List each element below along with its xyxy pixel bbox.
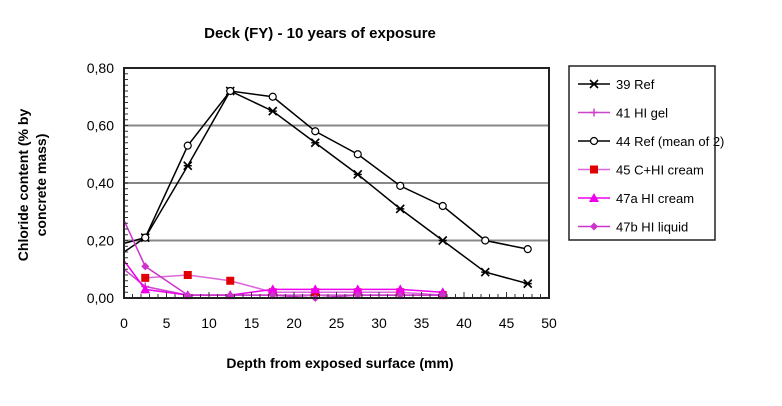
series-39-ref [123,86,533,289]
data-point [310,284,321,294]
legend-marker [590,222,598,231]
x-tick-label: 10 [201,315,217,331]
y-tick-label: 0,60 [87,118,114,134]
x-tick-label: 15 [244,315,260,331]
y-axis-label-line2: concrete mass) [33,134,49,237]
data-point [523,245,532,254]
data-point [310,138,320,148]
legend-box [568,65,716,241]
y-tick-label: 0,40 [87,175,114,191]
series-line [123,220,443,299]
data-point [141,273,150,282]
x-tick-label: 20 [286,315,302,331]
legend-label: 39 Ref [616,77,655,92]
x-tick-label: 30 [371,315,387,331]
data-point [481,236,490,245]
legend-marker [589,136,599,146]
data-point [140,284,151,294]
x-tick-label: 45 [499,315,515,331]
data-point [183,271,192,279]
chart-title: Deck (FY) - 10 years of exposure [204,25,436,42]
data-point [395,204,405,214]
data-point [353,150,362,159]
y-axis-label-line1: Chloride content (% by [15,109,31,262]
data-point [438,201,447,211]
legend-label: 45 C+HI cream [616,163,704,178]
legend-marker [589,79,599,89]
x-tick-label: 5 [163,315,171,331]
x-axis-label: Depth from exposed surface (mm) [226,355,453,371]
legend-label: 47b HI liquid [616,220,688,235]
legend-label: 44 Ref (mean of 2) [616,134,724,149]
legend-label: 41 HI gel [616,106,668,121]
x-tick-label: 0 [120,315,128,331]
data-point [268,106,278,116]
data-point [480,267,490,277]
data-point [183,161,193,171]
series-line [123,90,528,285]
data-point [226,86,235,96]
y-tick-label: 0,00 [87,290,114,306]
data-point [396,181,405,190]
legend-marker [589,193,599,202]
data-point [183,141,192,150]
data-point [353,169,363,179]
data-point [141,262,150,271]
y-tick-label: 0,20 [87,233,114,249]
series-line [123,260,443,296]
x-tick-label: 40 [456,315,472,331]
legend-marker [590,108,598,117]
data-point [226,276,235,285]
legend-marker [590,165,598,174]
y-tick-label: 0,80 [87,60,114,76]
data-point [438,235,448,246]
data-point [141,233,150,242]
data-point [311,127,320,136]
x-tick-label: 25 [329,315,345,331]
data-point [395,284,406,294]
legend-label: 47a HI cream [616,191,694,206]
data-point [268,92,277,101]
data-point [267,284,278,294]
plot-frame [123,67,550,299]
x-tick-label: 35 [414,315,430,331]
series-44-ref-mean-of-2- [123,86,532,254]
x-tick-label: 50 [541,315,557,331]
data-point [523,279,533,289]
data-point [352,284,363,294]
series-line [123,268,443,296]
